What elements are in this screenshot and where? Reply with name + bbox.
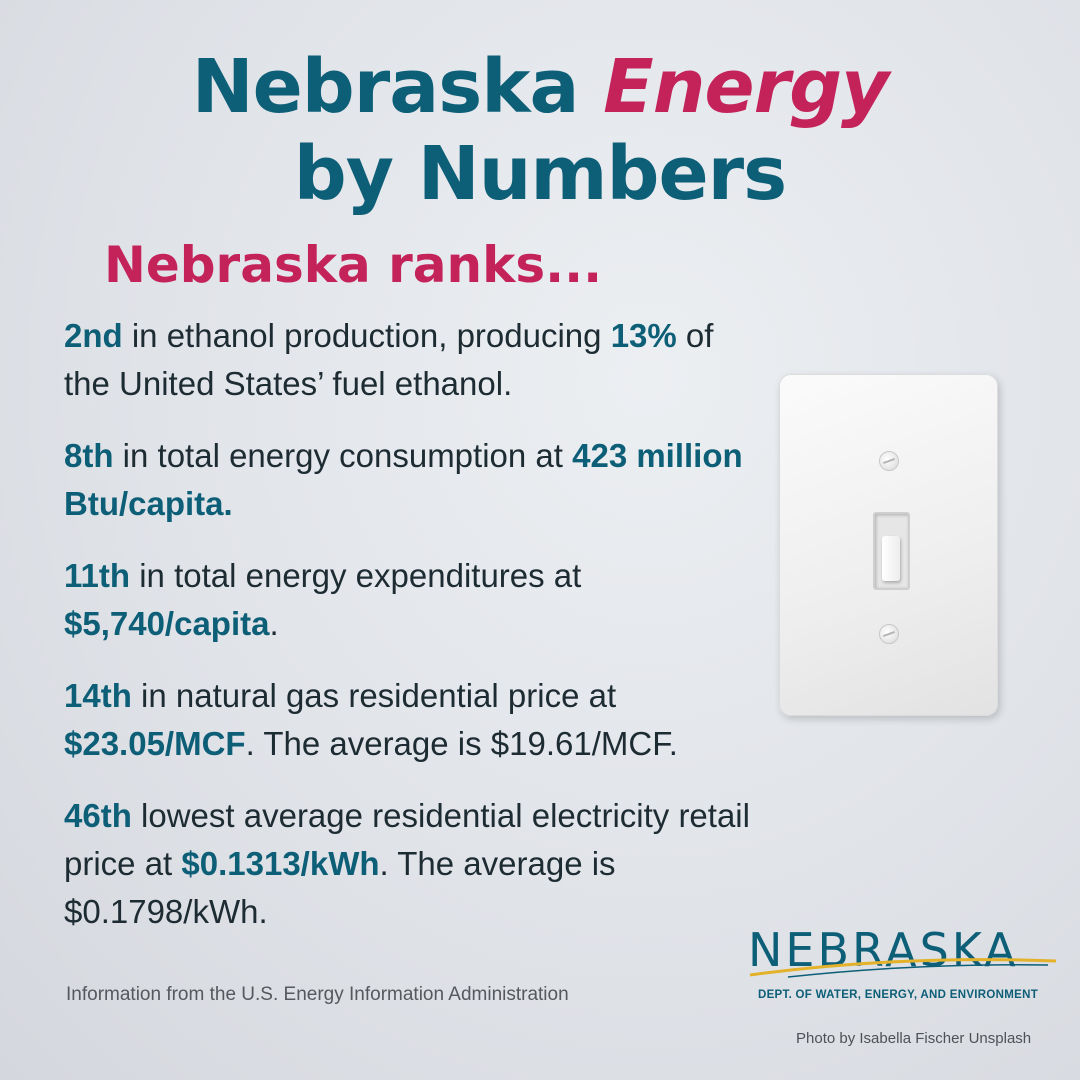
swoosh-gold-icon [749, 958, 1057, 977]
stats-list: 2nd in ethanol production, producing 13%… [64, 312, 764, 960]
screw-icon [879, 624, 899, 644]
screw-icon [879, 451, 899, 471]
toggle-lever-icon [882, 536, 900, 581]
stat-text-end: . [269, 605, 279, 642]
subtitle: Nebraska ranks... [104, 236, 603, 294]
stat-rank: 8th [64, 437, 114, 474]
stat-rank: 14th [64, 677, 132, 714]
light-switch-photo [779, 374, 998, 716]
stat-rank: 46th [64, 797, 132, 834]
source-note: Information from the U.S. Energy Informa… [66, 984, 569, 1005]
toggle-slot [873, 512, 910, 590]
title-accent: Energy [603, 44, 889, 130]
stat-natural-gas: 14th in natural gas residential price at… [64, 672, 764, 768]
stat-ethanol: 2nd in ethanol production, producing 13%… [64, 312, 764, 408]
title-part-1: Nebraska [191, 44, 604, 130]
stat-value: 13% [610, 317, 677, 354]
stat-text: in ethanol production, producing [122, 317, 611, 354]
stat-value: 423 million Btu/capita. [64, 437, 743, 522]
swoosh-blue-icon [787, 964, 1049, 978]
title-line-1: Nebraska Energy [0, 44, 1080, 130]
stat-text: in total energy expenditures at [130, 557, 582, 594]
stat-text-end: . The average is $19.61/MCF. [245, 725, 678, 762]
stat-expenditures: 11th in total energy expenditures at $5,… [64, 552, 764, 648]
stat-value: $0.1313/kWh [181, 845, 380, 882]
nebraska-dee-logo: NEBRASKA DEPT. OF WATER, ENERGY, AND ENV… [748, 923, 1057, 1013]
logo-wordmark: NEBRASKA [748, 923, 1019, 977]
stat-value: $23.05/MCF [64, 725, 246, 762]
stat-rank: 2nd [64, 317, 123, 354]
title-line-2: by Numbers [293, 131, 787, 217]
stat-rank: 11th [64, 557, 131, 594]
stat-consumption: 8th in total energy consumption at 423 m… [64, 432, 764, 528]
stat-electricity: 46th lowest average residential electric… [64, 792, 764, 936]
stat-text: lowest average residential electricity r… [64, 797, 750, 882]
stat-value: $5,740/capita [64, 605, 270, 642]
stat-text: in total energy consumption at [113, 437, 573, 474]
logo-dept-text: DEPT. OF WATER, ENERGY, AND ENVIRONMENT [757, 989, 1039, 1001]
stat-text: in natural gas residential price at [131, 677, 617, 714]
photo-credit: Photo by Isabella Fischer Unsplash [796, 1030, 1032, 1047]
stat-text-end: of the United States’ fuel ethanol. [64, 317, 714, 402]
logo-swoosh-icon [749, 958, 1057, 978]
stat-text-end: . The average is $0.1798/kWh. [64, 845, 616, 930]
